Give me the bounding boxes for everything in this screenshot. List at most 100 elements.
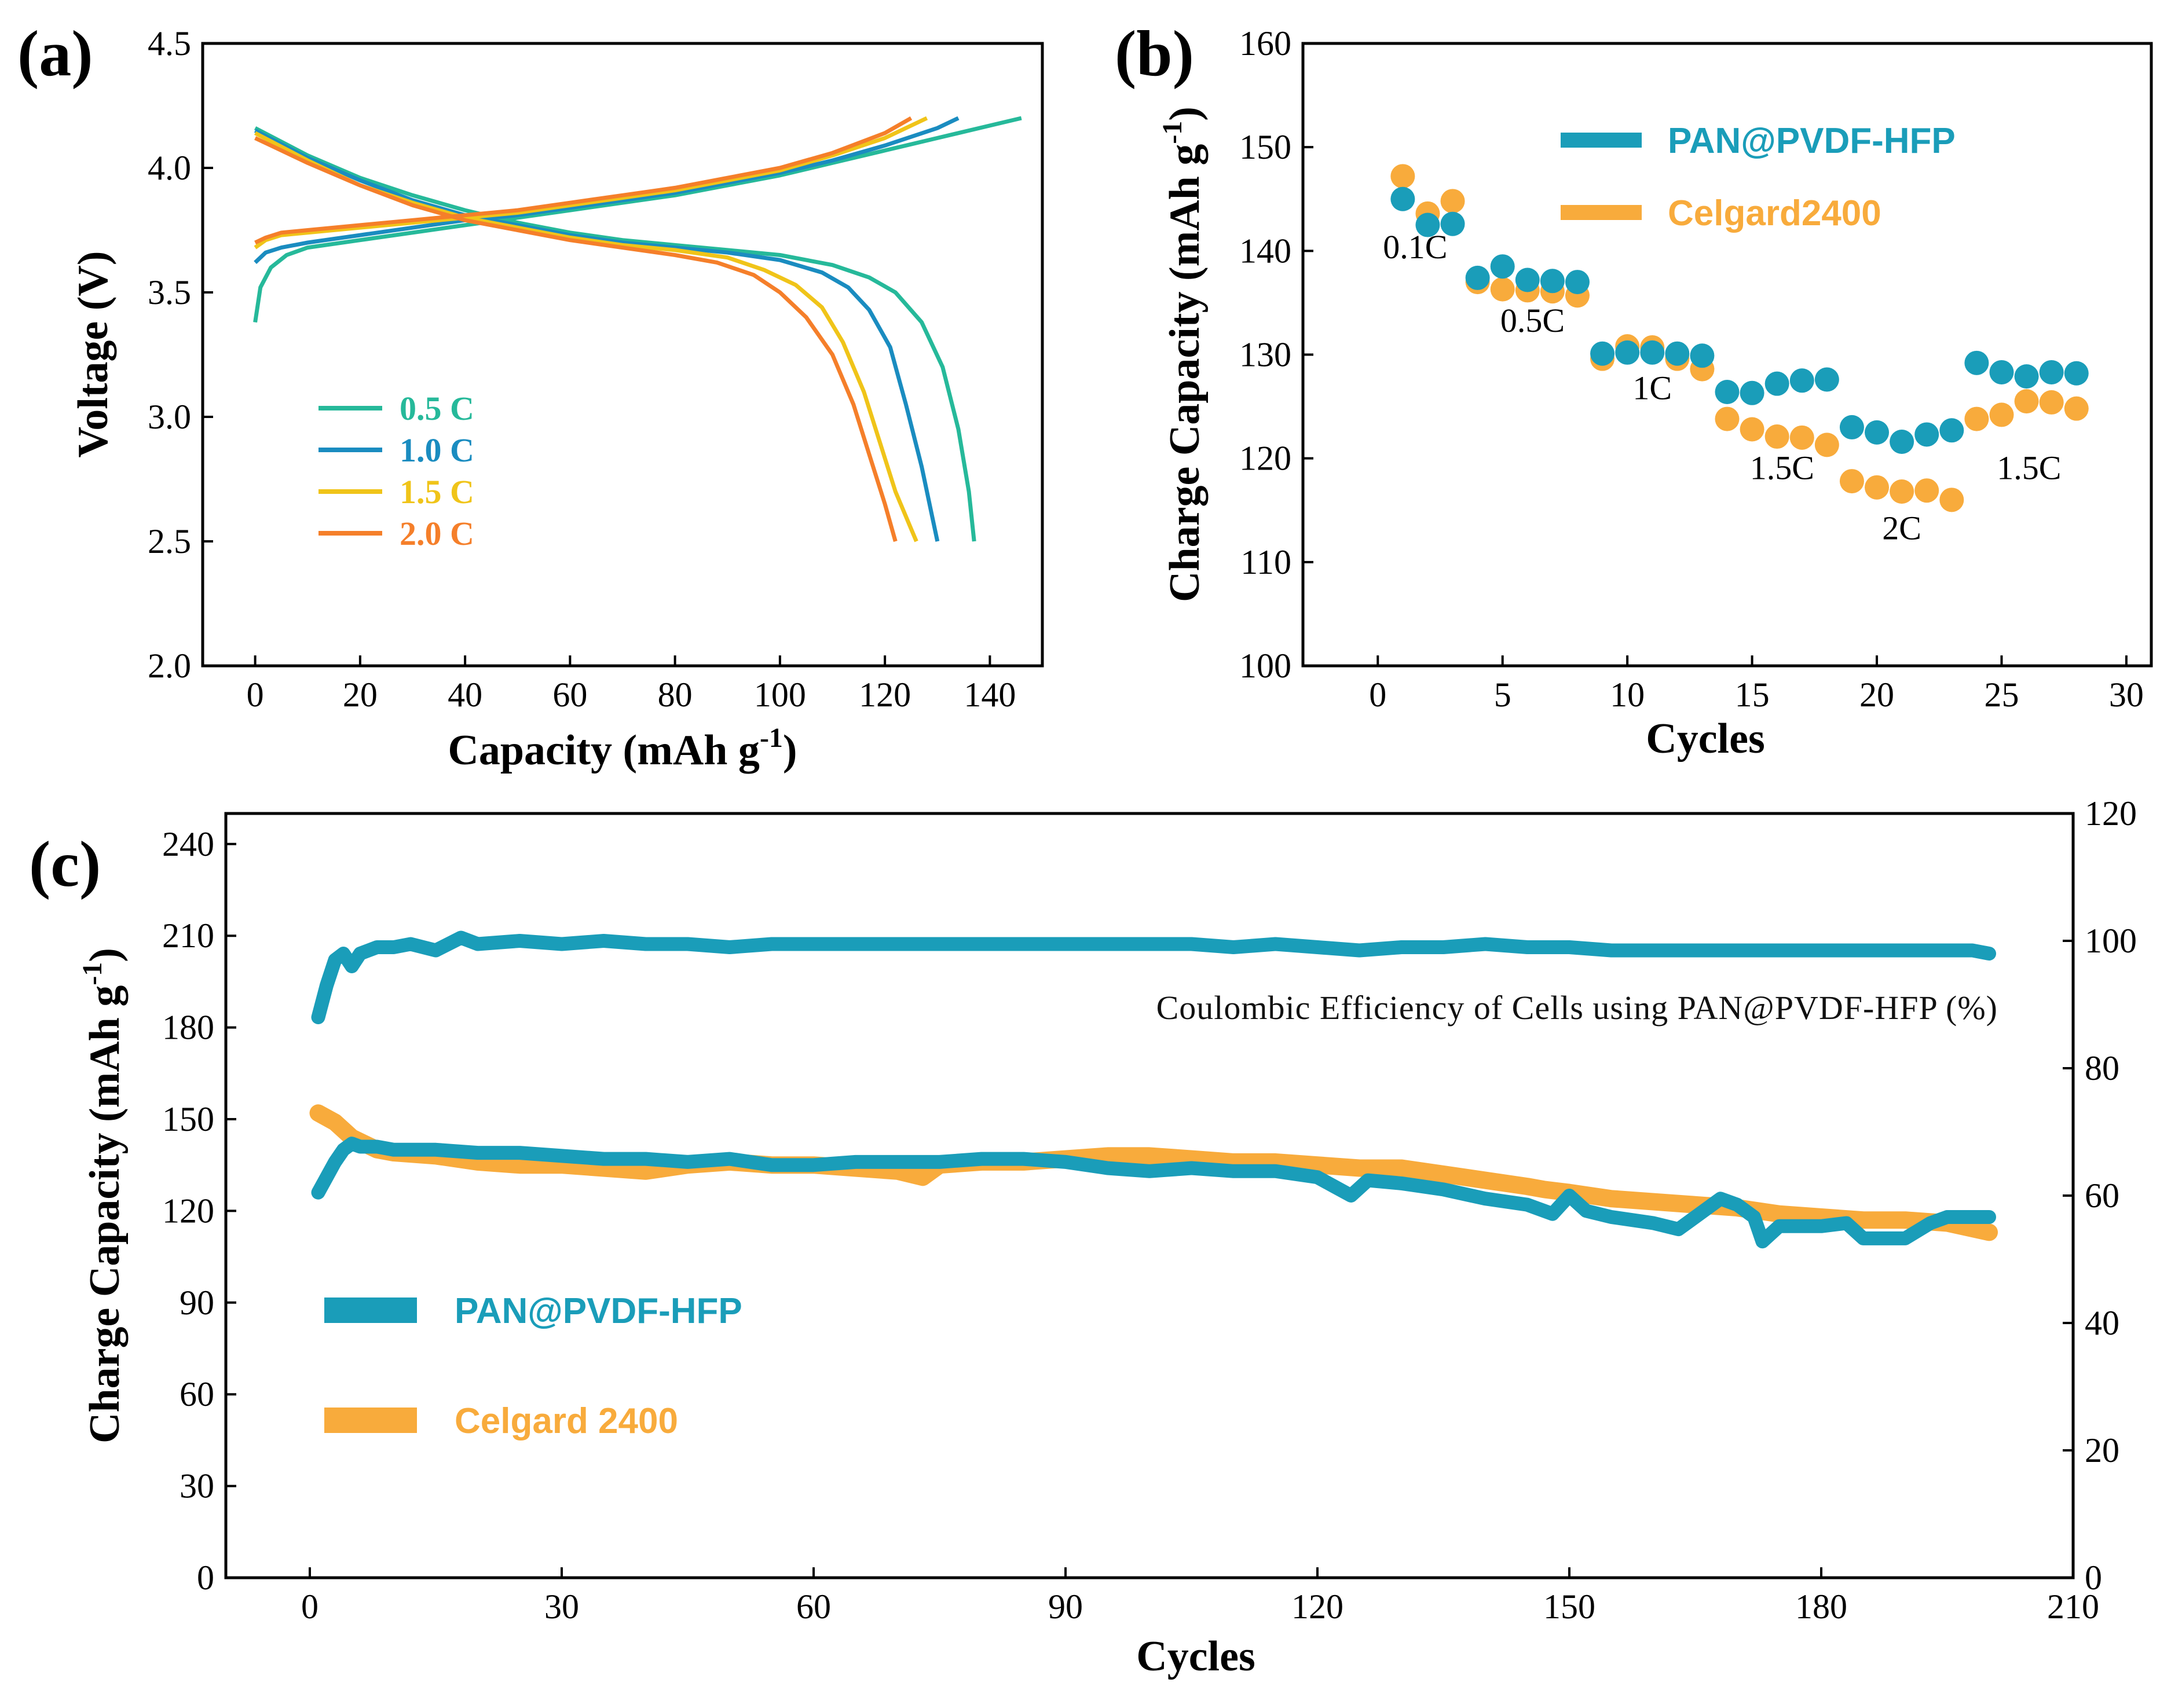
data-point-pan (1690, 343, 1715, 368)
data-point-pan (2064, 361, 2089, 386)
y-tick-label: 40 (2085, 1304, 2119, 1342)
charge-curve-10 (254, 116, 960, 264)
data-point-pan (1390, 186, 1415, 211)
y-tick-label: 100 (2085, 922, 2137, 960)
discharge-curve-20 (254, 136, 898, 542)
y-tick-label: 110 (1240, 543, 1291, 581)
legend-label: 1.0 C (400, 431, 474, 469)
panel-b-y-ticks: 100 110 120 130 140 150 160 (1239, 24, 1313, 685)
legend-label: 2.0 C (400, 515, 474, 552)
panel-c-legend: PAN@PVDF-HFP Celgard 2400 (324, 1291, 742, 1441)
y-tick-label: 30 (180, 1467, 214, 1505)
data-point-pan (1939, 418, 1964, 443)
panel-c-efficiency-annotation: Coulombic Efficiency of Cells using PAN@… (1156, 989, 1998, 1027)
data-point-celgard (1839, 469, 1864, 494)
panel-c-label: (c) (29, 829, 101, 900)
data-point-pan (1665, 341, 1690, 366)
x-tick-label: 100 (754, 676, 806, 714)
discharge-curve-15 (254, 131, 918, 543)
data-point-celgard (2064, 396, 2089, 421)
x-tick-label: 5 (1494, 676, 1511, 714)
legend-swatch (324, 1408, 417, 1433)
data-point-celgard (1989, 402, 2014, 427)
pan-capacity-curve (311, 1137, 1996, 1249)
data-point-pan (2014, 364, 2039, 389)
legend-swatch (324, 1298, 417, 1323)
x-tick-label: 15 (1735, 676, 1770, 714)
charge-curve-15 (254, 116, 928, 250)
x-tick-label: 90 (1048, 1588, 1083, 1626)
x-tick-label: 20 (343, 676, 378, 714)
rate-label: 0.5C (1500, 302, 1565, 339)
panel-a-series (253, 116, 1022, 543)
data-point-celgard (1740, 417, 1764, 442)
data-point-pan (1715, 380, 1740, 404)
x-tick-label: 210 (2047, 1588, 2099, 1626)
panel-c-x-axis-title: Cycles (1136, 1633, 1255, 1680)
data-point-celgard (1390, 164, 1415, 189)
data-point-pan (1615, 340, 1640, 365)
data-point-celgard (1789, 425, 1814, 450)
data-point-pan (1914, 422, 1939, 447)
x-tick-label: 0 (301, 1588, 318, 1626)
y-tick-label: 60 (180, 1375, 214, 1413)
x-tick-label: 30 (2109, 676, 2144, 714)
legend-label: 0.5 C (400, 390, 474, 427)
data-point-pan (1764, 371, 1789, 396)
x-tick-label: 0 (1369, 676, 1386, 714)
panel-c: (c) 0 30 60 90 120 150 180 210 0 30 60 90 120 150 180… (29, 794, 2137, 1680)
data-point-pan (1865, 420, 1890, 445)
y-tick-label: 4.5 (148, 24, 191, 63)
panel-a-label: (a) (17, 18, 93, 90)
rate-label: 1.5C (1750, 449, 1814, 487)
charge-curve-05 (253, 116, 1022, 323)
y-tick-label: 60 (2085, 1176, 2119, 1215)
panel-c-y-axis-title-main: Charge Capacity (mAh g (81, 985, 129, 1443)
y-tick-label: 120 (2085, 794, 2137, 833)
panel-a-x-axis-title-main: Capacity (mAh g (448, 727, 760, 774)
panel-c-y2-ticks: 0 20 40 60 80 100 120 (2063, 794, 2137, 1597)
data-point-pan (1839, 415, 1864, 439)
legend-label: 1.5 C (400, 473, 474, 511)
data-point-pan (1590, 341, 1615, 366)
y-tick-label: 0 (2085, 1559, 2102, 1597)
data-point-pan (1440, 211, 1465, 236)
legend-label: PAN@PVDF-HFP (455, 1291, 742, 1331)
y-tick-label: 240 (162, 825, 214, 863)
data-point-pan (1964, 350, 1989, 375)
panel-c-frame (224, 812, 2075, 1579)
panel-b-y-axis-title-sup: -1 (1157, 121, 1188, 144)
x-tick-label: 150 (1543, 1588, 1595, 1626)
data-point-celgard (1814, 433, 1839, 457)
panel-a-y-axis-title: Voltage (V) (69, 251, 117, 458)
panel-b-x-axis-title: Cycles (1646, 715, 1765, 763)
data-point-celgard (1865, 475, 1890, 500)
data-point-pan (1490, 254, 1515, 279)
x-tick-label: 180 (1795, 1588, 1847, 1626)
panel-a-y-ticks: 2.0 2.5 3.0 3.5 4.0 4.5 (148, 24, 213, 685)
x-tick-label: 30 (544, 1588, 579, 1626)
data-point-celgard (2014, 389, 2039, 414)
panel-a-x-ticks: 0 20 40 60 80 100 120 140 (247, 655, 1016, 714)
panel-a: (a) 0 20 40 60 80 100 120 140 2.0 2.5 3.0 3.5 4.0 4.… (17, 18, 1044, 774)
legend-swatch (1561, 205, 1642, 220)
y-tick-label: 210 (162, 917, 214, 955)
x-tick-label: 120 (1291, 1588, 1343, 1626)
celgard-capacity-curve (309, 1104, 1998, 1241)
data-point-pan (1890, 430, 1914, 454)
panel-a-x-axis-title: Capacity (mAh g-1) (448, 723, 797, 774)
data-point-celgard (1890, 479, 1914, 504)
panel-c-y-axis-title-sup: -1 (77, 962, 108, 985)
coulombic-efficiency-curve (311, 930, 1996, 1024)
y-tick-label: 0 (197, 1559, 214, 1597)
panel-b-label: (b) (1115, 18, 1194, 90)
data-point-pan (1515, 267, 1540, 292)
data-point-celgard (1964, 406, 1989, 431)
legend-swatch (1561, 133, 1642, 148)
y-tick-label: 2.0 (148, 647, 191, 685)
y-tick-label: 3.5 (148, 273, 191, 311)
y-tick-label: 180 (162, 1009, 214, 1047)
y-tick-label: 4.0 (148, 149, 191, 187)
panel-c-series (309, 930, 1998, 1249)
